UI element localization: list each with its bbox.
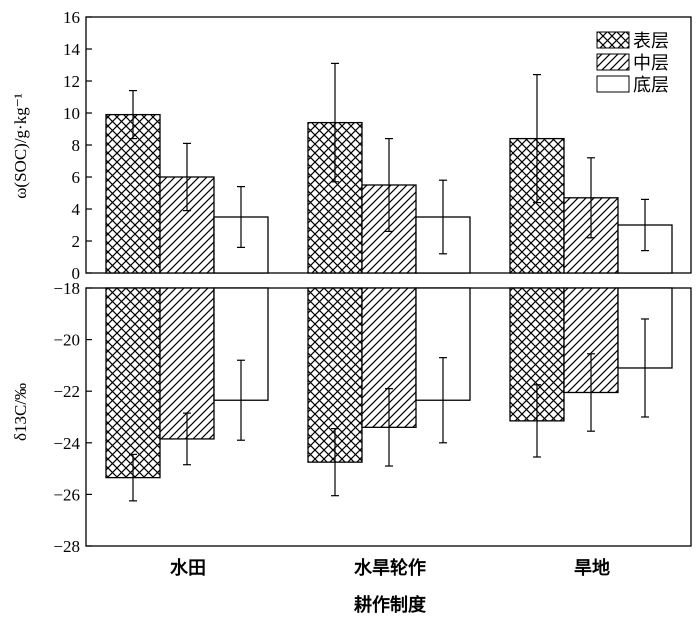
- delta13c-y-tick-label: −18: [53, 279, 80, 298]
- delta13c-error-bar-midsoil-rotation: [385, 388, 393, 467]
- delta13c-y-tick-label: −28: [53, 537, 80, 556]
- delta13c-panel: −28 −26 −24 −22 −20 −18: [53, 279, 692, 556]
- delta13c-error-bar-topsoil-upland: [533, 384, 541, 458]
- soc-y-tick-label: 12: [63, 72, 80, 91]
- delta13c-y-tick-label: −26: [53, 485, 80, 504]
- soc-y-tick-label: 2: [72, 232, 81, 251]
- delta13c-error-bar-subsoil-upland: [641, 318, 649, 418]
- soc-y-tick-label: 14: [63, 40, 81, 59]
- soc-error-bar-topsoil-paddy: [129, 89, 137, 140]
- soc-y-tick-label: 6: [72, 168, 81, 187]
- delta13c-error-bar-subsoil-paddy: [237, 359, 245, 441]
- legend-swatch-subsoil: [596, 75, 630, 93]
- delta13c-y-tick-label: −20: [53, 331, 80, 350]
- soc-y-tick-label: 10: [63, 104, 80, 123]
- delta13c-y-tick-label: −22: [53, 382, 80, 401]
- delta13c-error-bar-subsoil-rotation: [439, 357, 447, 444]
- soc-bar-topsoil-paddy: [105, 113, 161, 274]
- category-label-paddy: 水田: [170, 557, 206, 579]
- delta13c-error-bar-topsoil-paddy: [129, 453, 137, 502]
- delta13c-error-bar-topsoil-rotation: [331, 428, 339, 497]
- soc-error-bar-subsoil-rotation: [439, 179, 447, 255]
- legend-swatch-topsoil: [596, 31, 630, 49]
- category-label-rotation: 水旱轮作: [354, 557, 426, 579]
- delta13c-y-tick-label: −24: [53, 434, 80, 453]
- delta13c-bar-topsoil-paddy: [105, 287, 161, 479]
- soc-y-tick-label: 0: [72, 264, 81, 283]
- soc-y-tick-label: 8: [72, 136, 81, 155]
- soc-y-tick-label: 16: [63, 8, 80, 27]
- legend-label-midsoil: 中层: [633, 53, 669, 74]
- soc-error-bar-subsoil-paddy: [237, 186, 245, 248]
- soc-error-bar-midsoil-upland: [587, 157, 595, 239]
- delta13c-error-bar-midsoil-paddy: [183, 412, 191, 466]
- category-label-upland: 旱地: [574, 557, 610, 579]
- legend: 表层 中层 底层: [596, 31, 669, 96]
- x-axis-label: 耕作制度: [354, 594, 427, 616]
- legend-label-topsoil: 表层: [633, 31, 669, 52]
- soc-error-bar-midsoil-rotation: [385, 138, 393, 232]
- legend-swatch-midsoil: [596, 53, 630, 71]
- soc-error-bar-midsoil-paddy: [183, 142, 191, 212]
- legend-label-subsoil: 底层: [633, 75, 669, 96]
- soc-y-tick-label: 4: [72, 200, 81, 219]
- y-axis-label-delta13c: δ13C/‰: [11, 383, 30, 441]
- y-axis-label-soc: ω(SOC)/g·kg⁻¹: [11, 93, 30, 199]
- soc-panel: 0 2 4 6 8 10 12 14 16: [63, 8, 692, 283]
- soc-error-bar-topsoil-rotation: [331, 62, 339, 183]
- soc-error-bar-subsoil-upland: [641, 198, 649, 252]
- delta13c-error-bar-midsoil-upland: [587, 353, 595, 432]
- soc-error-bar-topsoil-upland: [533, 73, 541, 204]
- category-labels: 水田 水旱轮作 旱地: [170, 557, 610, 579]
